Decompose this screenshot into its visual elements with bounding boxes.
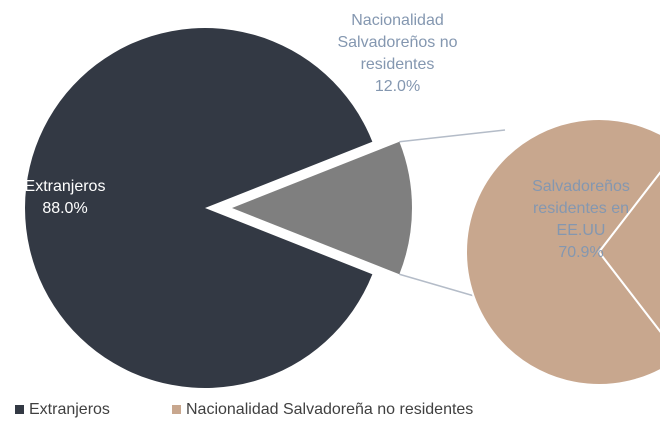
slice-label: Salvadoreños residentes en EE.UU (532, 178, 630, 239)
data-label: Nacionalidad Salvadoreños no residentes … (320, 10, 475, 98)
connector-line (399, 129, 506, 143)
legend-label: Extranjeros (29, 401, 110, 418)
pie-slice (465, 118, 660, 386)
slice-label: Nacionalidad Salvadoreños no residentes (337, 12, 458, 73)
legend-label: Nacionalidad Salvadoreña no residentes (186, 401, 473, 418)
data-label: Salvadoreños residentes en EE.UU 70.9% (515, 176, 647, 264)
pie-slice (597, 171, 660, 333)
slice-value: 88.0% (42, 200, 88, 217)
slice-value: 70.9% (558, 244, 604, 261)
data-label: Extranjeros 88.0% (5, 176, 125, 220)
slice-label: Extranjeros (24, 178, 106, 195)
slice-value: 12.0% (374, 78, 421, 95)
pie-slice (232, 141, 412, 275)
legend-swatch (15, 405, 24, 414)
pie-slice (25, 28, 373, 389)
legend-swatch (172, 405, 181, 414)
